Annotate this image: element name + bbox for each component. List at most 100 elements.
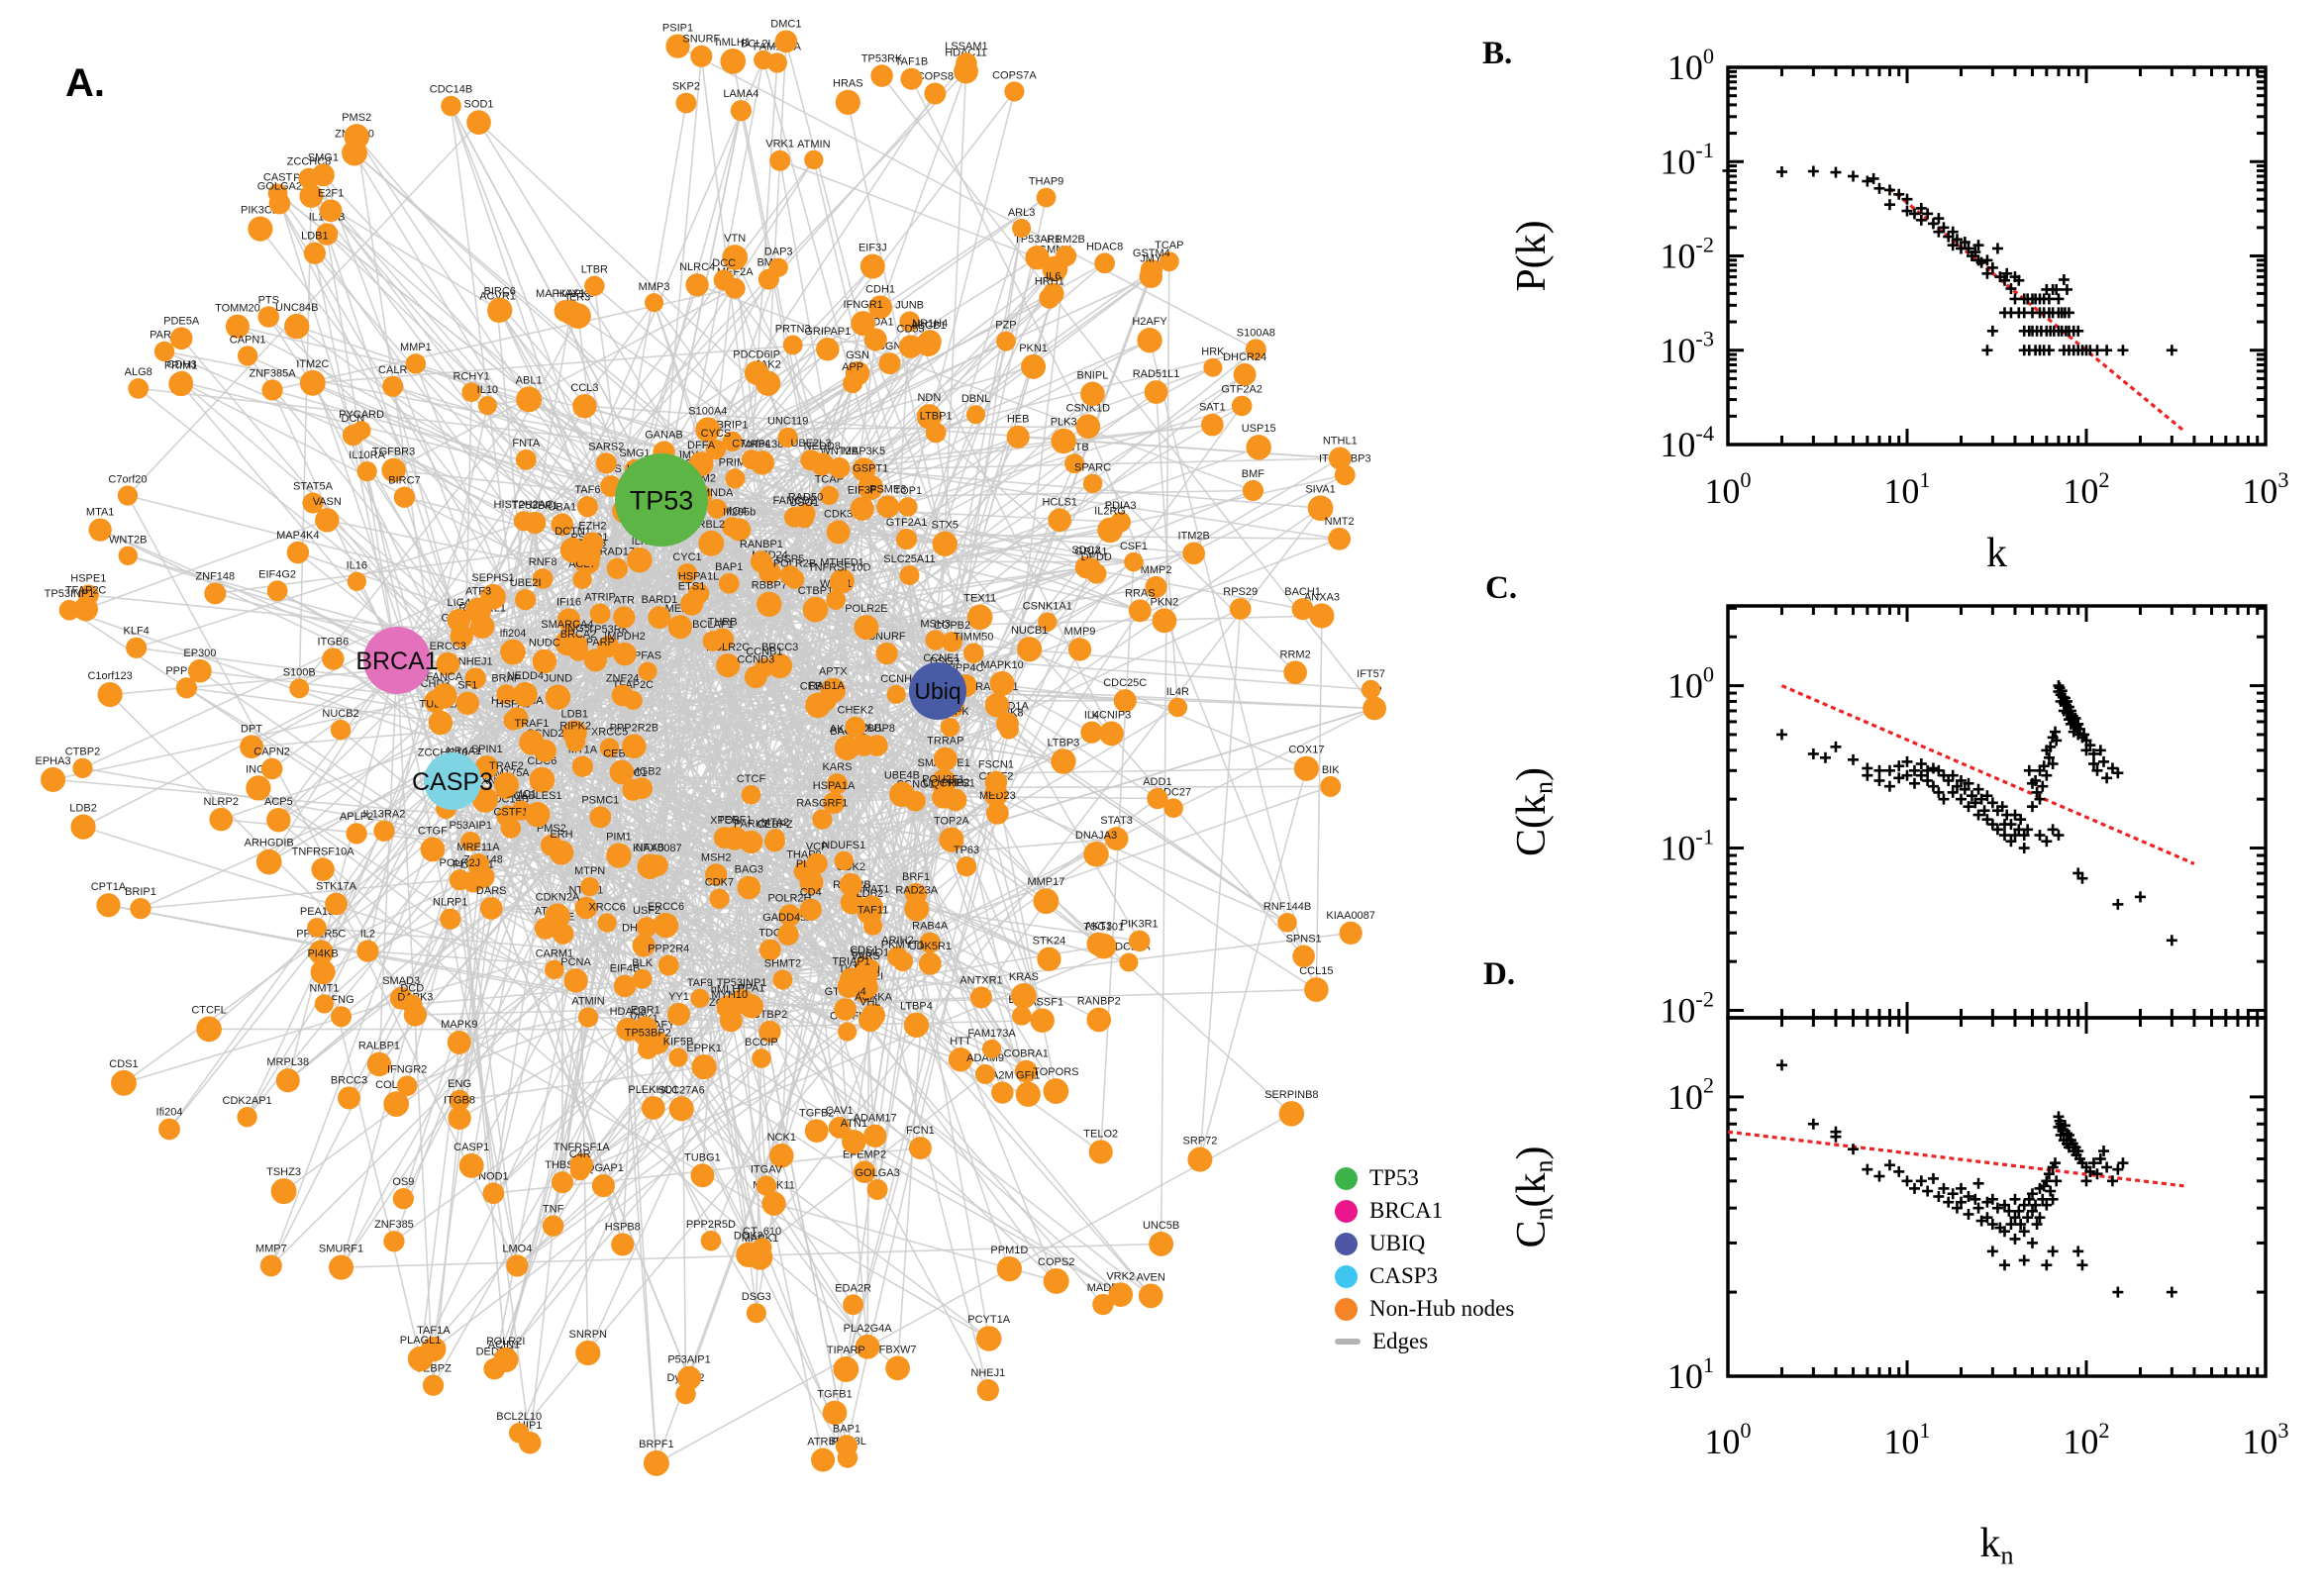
network-node — [1014, 1059, 1038, 1083]
network-node-label: BAP1 — [833, 1423, 860, 1435]
network-edge — [707, 429, 931, 944]
network-node — [981, 1039, 1002, 1059]
network-node — [599, 738, 620, 758]
network-node — [574, 896, 598, 920]
network-node-label: TCAP — [1155, 240, 1183, 251]
network-edge — [901, 507, 1321, 795]
network-node — [493, 1347, 519, 1373]
network-node-label: STK17A — [316, 881, 357, 893]
network-node — [580, 876, 600, 897]
network-node — [845, 716, 866, 738]
network-node — [260, 757, 283, 780]
network-node-label: IQGAP1 — [583, 1162, 624, 1174]
network-node — [768, 1143, 794, 1168]
network-node-label: MAP3K5 — [843, 446, 885, 457]
network-node-label: FANCA — [426, 671, 462, 683]
network-node-label: UNC84B — [275, 302, 318, 314]
network-node-label: UBE2L3 — [790, 438, 831, 449]
network-node — [636, 917, 657, 938]
network-node-label: RRAS — [1125, 587, 1156, 599]
network-node-label: APLP2 — [340, 811, 373, 823]
network-node — [1291, 598, 1314, 621]
network-edge — [320, 499, 662, 953]
network-node-label: SARS2 — [588, 441, 624, 452]
network-node — [595, 452, 617, 474]
svg-text:103: 103 — [2242, 1418, 2288, 1461]
network-node-label: UBA1 — [548, 501, 576, 513]
network-node-label: IL6 — [1046, 271, 1060, 283]
network-node — [966, 604, 993, 631]
network-node — [1099, 721, 1124, 747]
network-node — [866, 1178, 888, 1201]
network-node — [328, 1254, 354, 1280]
network-node — [73, 596, 98, 622]
network-node — [804, 1119, 829, 1144]
network-edge — [846, 627, 867, 1033]
scatter-points — [1722, 164, 2177, 356]
network-node-label: P53AIP1 — [667, 1354, 710, 1366]
network-node — [257, 306, 279, 328]
network-node — [811, 1447, 836, 1472]
network-node-label: PKMYT1 — [881, 940, 925, 951]
network-node-label: BIRC6 — [484, 286, 516, 298]
network-node-label: LAMA4 — [723, 88, 758, 100]
network-node-label: GSN — [846, 349, 869, 361]
network-node — [1231, 395, 1253, 417]
network-node-label: CTCFL — [191, 1005, 226, 1017]
network-node — [307, 917, 327, 938]
network-edge — [355, 136, 530, 400]
panel-label-b: B. — [1482, 36, 1513, 71]
network-edge — [246, 780, 454, 1118]
network-node — [1138, 1283, 1163, 1309]
network-node-label: TSG101 — [1083, 922, 1124, 934]
network-node-label: RAD50 — [788, 492, 823, 504]
network-node-label: EPHA3 — [35, 755, 70, 767]
network-node — [1139, 264, 1163, 289]
network-node-label: SNURF — [868, 631, 906, 643]
network-node — [479, 897, 503, 920]
network-node — [572, 393, 597, 419]
network-node-label: TDG — [758, 927, 781, 939]
network-node — [392, 1188, 414, 1210]
network-node-label: PKN2 — [1151, 596, 1179, 608]
network-edge — [516, 797, 1159, 1267]
network-node — [70, 814, 96, 840]
network-node — [583, 648, 608, 672]
network-node-label: ATRIP — [584, 591, 616, 603]
network-node — [1307, 495, 1334, 522]
network-node-label: LTBP1 — [920, 411, 953, 423]
svg-text:100: 100 — [1704, 467, 1751, 511]
network-node-label: SEPHS1 — [471, 572, 514, 584]
network-node — [519, 730, 545, 755]
network-node — [1119, 952, 1139, 972]
network-edge — [861, 323, 946, 545]
network-node-label: NCK1 — [767, 1132, 796, 1144]
network-edge — [803, 70, 967, 520]
network-node — [816, 337, 840, 361]
network-edge — [915, 893, 1027, 1072]
network-node-label: ITGB8 — [444, 1095, 475, 1107]
network-node-label: AKT3 — [1085, 921, 1113, 933]
network-node — [1328, 527, 1352, 550]
network-node-label: CDS1 — [850, 945, 878, 956]
svg-text:102: 102 — [1667, 1073, 1714, 1117]
network-node-label: CAV1 — [826, 1105, 854, 1117]
network-node-label: POLR2H — [767, 892, 811, 904]
network-node — [461, 382, 481, 402]
network-node — [767, 653, 793, 679]
network-node — [898, 497, 918, 517]
network-node — [876, 495, 900, 519]
network-node — [744, 360, 769, 385]
network-node-label: RRM2B — [1047, 234, 1085, 246]
network-node-label: MRE11A — [456, 842, 500, 853]
network-node-label: EZH2 — [578, 521, 606, 533]
network-node-label: BIK — [1322, 764, 1340, 776]
network-edge — [980, 900, 1048, 998]
network-node-label: DARS — [476, 885, 507, 897]
y-axis-title: P(k) — [1509, 220, 1555, 291]
network-node — [1200, 413, 1224, 437]
network-node — [1083, 841, 1109, 867]
x-axis-title: kn — [1979, 1521, 2013, 1570]
network-node-label: TAF11 — [858, 905, 888, 917]
network-node-label: SNRPN — [568, 1329, 607, 1341]
